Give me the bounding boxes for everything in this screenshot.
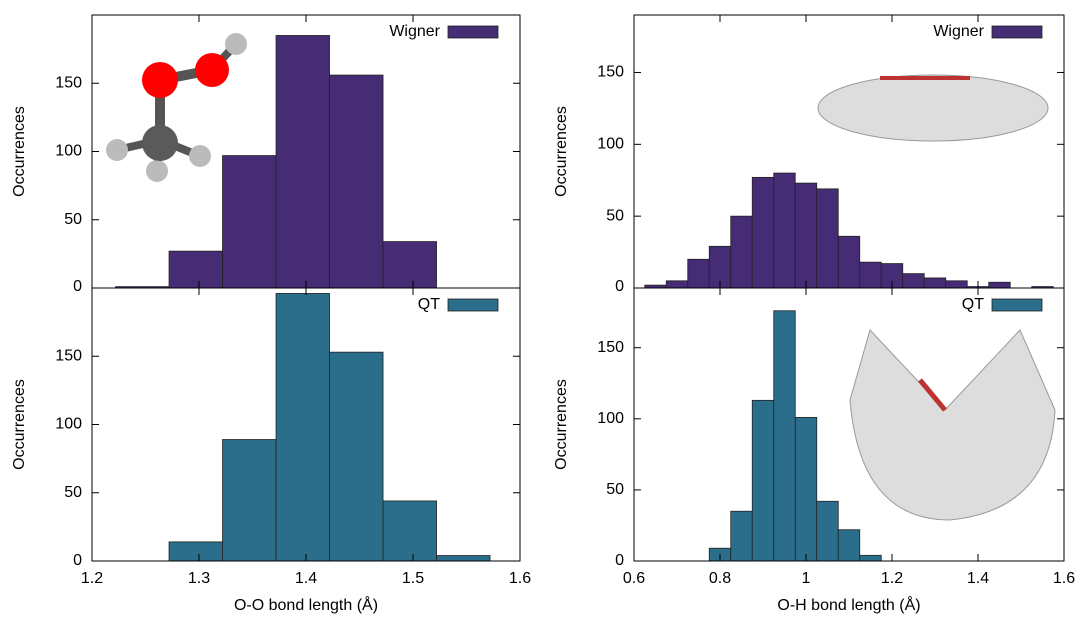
x-tick-label: 1.3: [188, 570, 210, 587]
x-tick-label: 1.6: [1053, 570, 1075, 587]
legend-swatch: [992, 299, 1042, 311]
x-tick-label: 1: [802, 570, 811, 587]
x-tick-label: 1.4: [967, 570, 989, 587]
wigner-cloud: [818, 75, 1048, 141]
bar: [752, 177, 774, 288]
bar: [666, 281, 688, 288]
legend-label: Wigner: [389, 23, 440, 40]
bar: [330, 352, 384, 561]
y-tick-label: 50: [606, 207, 624, 224]
bar: [817, 501, 839, 561]
bar: [903, 274, 925, 288]
legend-label: Wigner: [933, 23, 984, 40]
bar: [989, 282, 1011, 288]
y-tick-label: 150: [597, 339, 624, 356]
x-tick-label: 0.8: [709, 570, 731, 587]
legend-label: QT: [962, 296, 984, 313]
bar: [924, 278, 946, 288]
bar: [169, 542, 223, 561]
bar: [795, 417, 817, 561]
y-tick-label: 100: [55, 416, 82, 433]
legend-swatch: [448, 299, 498, 311]
bar: [731, 216, 753, 288]
y-tick-label: 100: [597, 136, 624, 153]
y-axis-label: Occurrences: [11, 106, 28, 197]
x-axis-label: O-H bond length (Å): [777, 595, 920, 614]
bar: [223, 440, 276, 561]
x-tick-label: 1.5: [402, 570, 424, 587]
y-tick-label: 0: [615, 552, 624, 569]
y-tick-label: 150: [55, 347, 82, 364]
y-tick-label: 0: [73, 278, 82, 295]
chart: Wigner050100150OccurrencesQT0501001501.2…: [0, 0, 1081, 618]
page: Wigner050100150OccurrencesQT0501001501.2…: [0, 0, 1081, 623]
y-tick-label: 0: [73, 552, 82, 569]
bar: [688, 259, 710, 288]
bar: [731, 511, 753, 561]
x-tick-label: 1.2: [881, 570, 903, 587]
bar: [383, 501, 437, 561]
y-tick-label: 100: [597, 410, 624, 427]
bar: [330, 75, 384, 288]
y-tick-label: 50: [606, 481, 624, 498]
y-tick-label: 50: [64, 211, 82, 228]
x-tick-label: 1.4: [295, 570, 317, 587]
bar: [276, 35, 330, 288]
bar: [752, 400, 774, 561]
bar: [817, 189, 839, 288]
legend-swatch: [448, 26, 498, 38]
bar: [838, 236, 860, 288]
bar: [860, 555, 882, 561]
bar: [169, 251, 223, 288]
qt-cloud: [850, 330, 1055, 520]
y-tick-label: 100: [55, 143, 82, 160]
bar: [946, 281, 968, 288]
y-axis-label: Occurrences: [553, 379, 570, 470]
bar: [774, 311, 796, 561]
y-tick-label: 0: [615, 278, 624, 295]
bar: [276, 293, 330, 561]
legend-swatch: [992, 26, 1042, 38]
x-axis-label: O-O bond length (Å): [234, 595, 378, 614]
y-axis-label: Occurrences: [553, 106, 570, 197]
bar: [838, 530, 860, 561]
bar: [383, 242, 437, 288]
bar: [437, 556, 491, 561]
y-tick-label: 150: [597, 64, 624, 81]
x-tick-label: 1.2: [81, 570, 103, 587]
bar: [795, 183, 817, 288]
x-tick-label: 1.6: [509, 570, 531, 587]
y-tick-label: 150: [55, 74, 82, 91]
x-tick-label: 0.6: [623, 570, 645, 587]
legend-label: QT: [418, 296, 440, 313]
bar: [860, 262, 882, 288]
y-axis-label: Occurrences: [11, 379, 28, 470]
y-tick-label: 50: [64, 484, 82, 501]
bar: [223, 156, 276, 288]
bar: [774, 173, 796, 288]
